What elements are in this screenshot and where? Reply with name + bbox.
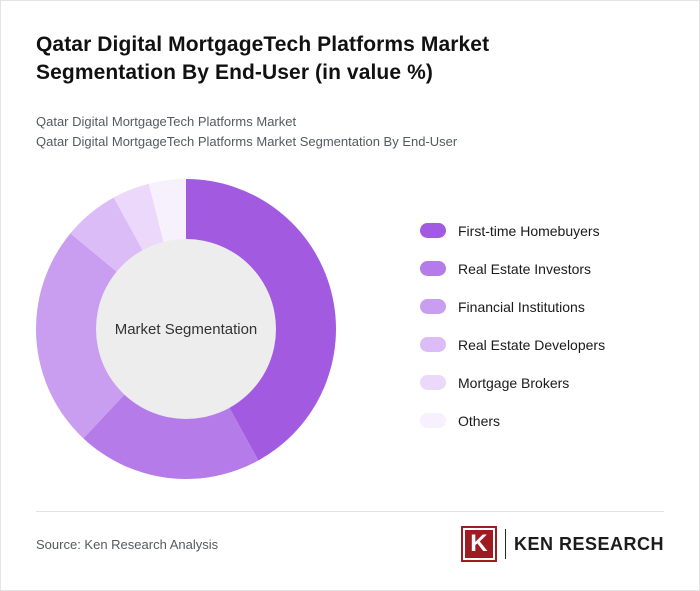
legend-label: Real Estate Investors bbox=[458, 260, 592, 277]
legend-item: Financial Institutions bbox=[420, 297, 605, 316]
legend-label: Mortgage Brokers bbox=[458, 374, 570, 391]
legend-item: Real Estate Investors bbox=[420, 259, 605, 278]
chart-legend: First-time Homebuyers Real Estate Investo… bbox=[420, 177, 605, 430]
logo-wordmark: KEN RESEARCH bbox=[513, 533, 664, 554]
legend-swatch-icon bbox=[420, 337, 446, 353]
logo-k-icon: K bbox=[460, 526, 497, 563]
legend-swatch-icon bbox=[420, 223, 446, 239]
logo-divider bbox=[504, 529, 506, 560]
legend-swatch-icon bbox=[420, 375, 446, 391]
subtitle-block: Qatar Digital MortgageTech Platforms Mar… bbox=[36, 112, 664, 154]
legend-label: First-time Homebuyers bbox=[458, 222, 600, 239]
donut-hole bbox=[96, 239, 276, 420]
legend-item: Real Estate Developers bbox=[420, 335, 605, 354]
subtitle-segmentation: Qatar Digital MortgageTech Platforms Mar… bbox=[36, 134, 458, 150]
donut-chart: Market Segmentation bbox=[34, 177, 338, 481]
chart-area: Market Segmentation First-time Homebuyer… bbox=[34, 177, 664, 481]
legend-item: Others bbox=[420, 411, 605, 430]
source-note: Source: Ken Research Analysis bbox=[36, 536, 219, 552]
footer: Source: Ken Research Analysis K KEN RESE… bbox=[36, 526, 664, 563]
legend-item: First-time Homebuyers bbox=[420, 221, 605, 240]
legend-label: Financial Institutions bbox=[458, 298, 585, 315]
legend-label: Others bbox=[458, 412, 501, 429]
legend-swatch-icon bbox=[420, 261, 446, 277]
subtitle-market: Qatar Digital MortgageTech Platforms Mar… bbox=[36, 113, 297, 129]
ken-research-logo: K KEN RESEARCH bbox=[460, 526, 664, 563]
footer-divider bbox=[36, 511, 664, 513]
donut-svg bbox=[35, 179, 337, 480]
legend-swatch-icon bbox=[420, 413, 446, 429]
legend-swatch-icon bbox=[420, 299, 446, 315]
page-title: Qatar Digital MortgageTech Platforms Mar… bbox=[36, 33, 490, 85]
legend-label: Real Estate Developers bbox=[458, 336, 606, 353]
legend-item: Mortgage Brokers bbox=[420, 373, 605, 392]
